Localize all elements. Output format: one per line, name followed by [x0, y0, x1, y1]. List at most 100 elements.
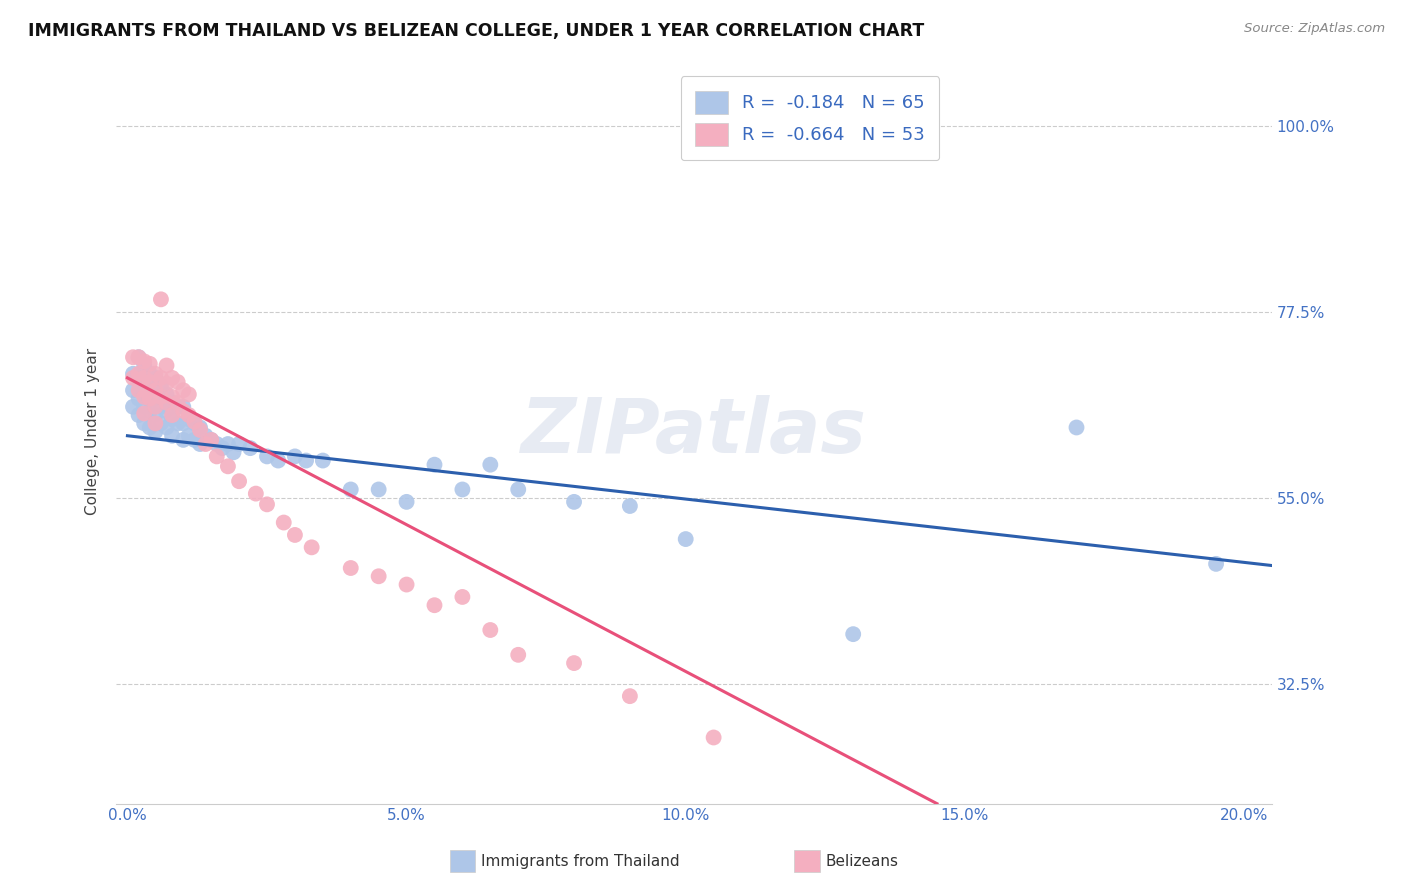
Point [128, 392, 150, 406]
Point [451, 483, 474, 497]
Point [267, 453, 290, 467]
Point [188, 437, 211, 451]
Point [183, 417, 205, 431]
Point [367, 483, 389, 497]
Point [301, 541, 323, 555]
Point [139, 404, 162, 418]
Point [160, 412, 183, 426]
Legend: R =  -0.184   N = 65, R =  -0.664   N = 53: R = -0.184 N = 65, R = -0.664 N = 53 [681, 76, 939, 161]
Point [172, 400, 194, 414]
Point [160, 390, 183, 404]
Text: IMMIGRANTS FROM THAILAND VS BELIZEAN COLLEGE, UNDER 1 YEAR CORRELATION CHART: IMMIGRANTS FROM THAILAND VS BELIZEAN COL… [28, 22, 924, 40]
Point [479, 623, 502, 637]
Point [842, 627, 865, 641]
Point [128, 384, 150, 398]
Point [143, 400, 166, 414]
Point [194, 437, 217, 451]
Point [122, 400, 145, 414]
Point [149, 417, 172, 431]
Point [284, 450, 307, 464]
Y-axis label: College, Under 1 year: College, Under 1 year [86, 348, 100, 516]
Text: Belizeans: Belizeans [825, 855, 898, 869]
Point [562, 656, 585, 670]
Point [122, 384, 145, 398]
Point [619, 689, 641, 703]
Point [188, 423, 211, 437]
Point [149, 379, 172, 393]
Point [160, 395, 183, 409]
Point [143, 392, 166, 406]
Point [134, 359, 156, 373]
Point [122, 350, 145, 364]
Point [139, 387, 162, 401]
Point [339, 483, 361, 497]
Point [149, 400, 172, 414]
Point [1066, 420, 1088, 434]
Point [256, 450, 278, 464]
Point [205, 450, 228, 464]
Point [194, 429, 217, 443]
Point [139, 357, 162, 371]
Point [228, 474, 250, 488]
Point [183, 415, 205, 429]
Point [134, 379, 156, 393]
Point [134, 406, 156, 420]
Point [143, 408, 166, 422]
Point [395, 577, 418, 591]
Point [703, 731, 725, 745]
Point [155, 359, 177, 373]
Point [172, 404, 194, 418]
Point [134, 354, 156, 368]
Point [200, 433, 222, 447]
Point [155, 376, 177, 391]
Point [183, 433, 205, 447]
Point [166, 375, 188, 389]
Point [172, 417, 194, 431]
Point [134, 371, 156, 385]
Point [508, 648, 530, 662]
Point [312, 453, 335, 467]
Point [211, 441, 233, 455]
Point [284, 528, 307, 542]
Point [134, 417, 156, 431]
Point [675, 532, 697, 546]
Point [143, 367, 166, 381]
Point [177, 408, 200, 422]
Point [160, 408, 183, 422]
Point [451, 590, 474, 604]
Point [508, 483, 530, 497]
Point [149, 371, 172, 385]
Point [295, 453, 318, 467]
Point [134, 390, 156, 404]
Point [166, 417, 188, 431]
Point [619, 499, 641, 513]
Point [177, 412, 200, 426]
Point [143, 425, 166, 439]
Point [139, 392, 162, 406]
Point [160, 429, 183, 443]
Point [155, 395, 177, 409]
Point [155, 387, 177, 401]
Point [367, 569, 389, 583]
Text: Immigrants from Thailand: Immigrants from Thailand [481, 855, 679, 869]
Point [143, 384, 166, 398]
Point [134, 400, 156, 414]
Point [1205, 557, 1227, 571]
Point [128, 350, 150, 364]
Point [122, 367, 145, 381]
Point [177, 387, 200, 401]
Point [155, 420, 177, 434]
Point [149, 293, 172, 307]
Point [188, 420, 211, 434]
Point [217, 437, 239, 451]
Point [245, 486, 267, 500]
Point [172, 384, 194, 398]
Point [200, 433, 222, 447]
Point [166, 395, 188, 409]
Point [423, 458, 446, 472]
Point [423, 598, 446, 612]
Point [143, 371, 166, 385]
Point [273, 516, 295, 530]
Point [172, 433, 194, 447]
Point [139, 367, 162, 381]
